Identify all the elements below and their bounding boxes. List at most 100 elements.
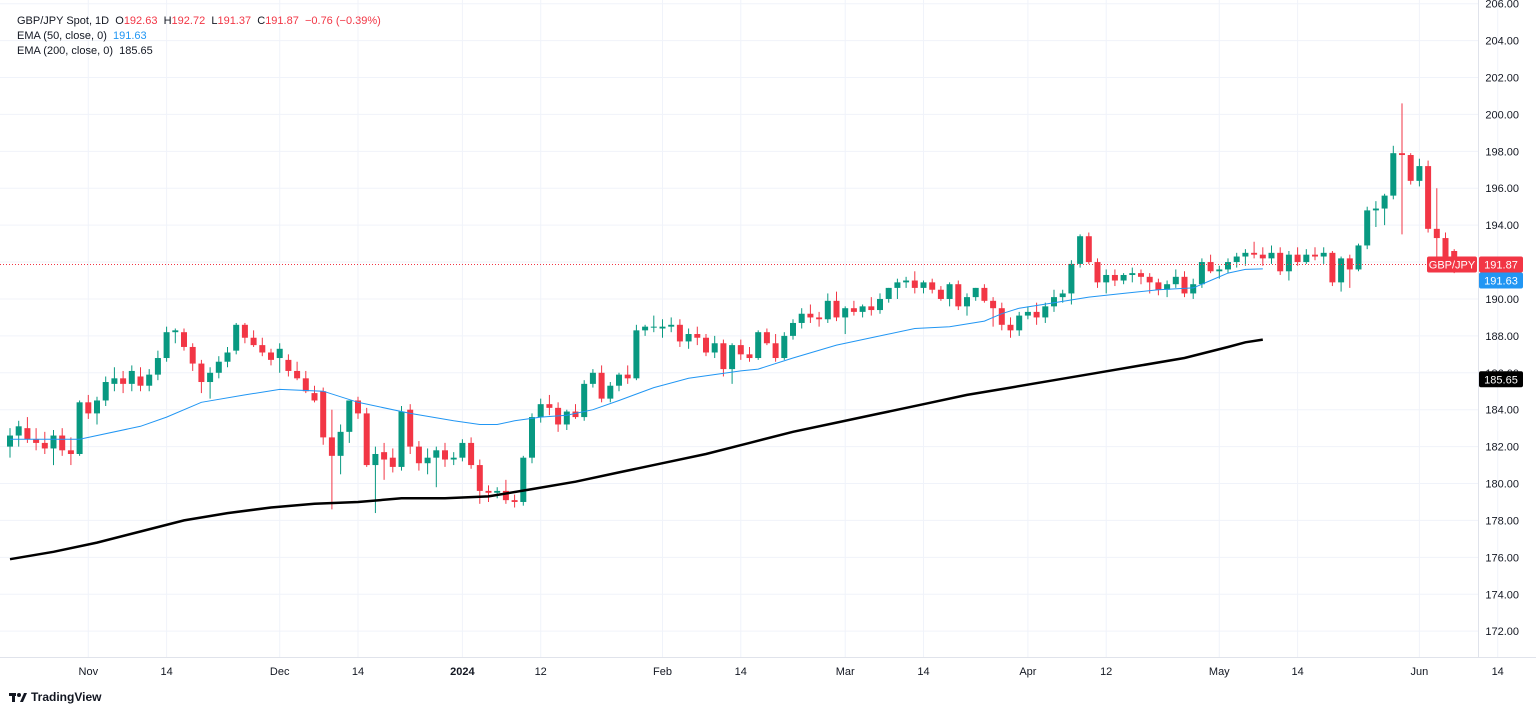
legend-ema200[interactable]: EMA (200, close, 0) 185.65 xyxy=(17,44,381,59)
candle-body xyxy=(1216,269,1223,272)
candle xyxy=(355,396,361,419)
y-tick-label: 178.00 xyxy=(1485,515,1519,527)
candle-body xyxy=(755,332,762,359)
candle xyxy=(859,304,866,318)
candle xyxy=(276,343,283,373)
candle-body xyxy=(842,308,849,318)
y-tick-label: 206.00 xyxy=(1485,0,1519,11)
candle-body xyxy=(1303,254,1310,263)
candle xyxy=(537,398,544,423)
time-axis[interactable]: Nov 14 Dec 14 2024 12 Feb 14 Mar 14 Apr 12 May 14 Jun 1… xyxy=(0,657,1536,679)
candle-body xyxy=(1085,236,1092,263)
candle-body xyxy=(598,372,605,399)
candle xyxy=(1364,206,1371,250)
close-label: C xyxy=(257,15,266,27)
candle xyxy=(920,280,927,294)
candle-body xyxy=(894,282,901,288)
brand-name: TradingView xyxy=(31,690,102,704)
candle xyxy=(1129,267,1136,283)
candle xyxy=(76,400,83,456)
candles xyxy=(7,103,1458,514)
candle-body xyxy=(616,374,622,386)
candle xyxy=(850,300,857,316)
candle xyxy=(389,448,396,473)
candle-body xyxy=(746,354,753,359)
candle-body xyxy=(581,383,588,418)
y-tick-label: 198.00 xyxy=(1485,146,1519,158)
candle xyxy=(676,319,683,347)
candle-body xyxy=(1364,210,1371,246)
candle xyxy=(703,334,709,357)
candle-body xyxy=(563,411,570,425)
candle xyxy=(563,409,570,431)
candle-body xyxy=(1285,254,1292,272)
candle-body xyxy=(224,352,231,362)
candle xyxy=(7,428,13,458)
candle-body xyxy=(381,452,388,460)
candle xyxy=(502,479,509,504)
candle-body xyxy=(920,282,927,288)
candle xyxy=(972,287,979,301)
candle xyxy=(589,369,596,388)
candle-body xyxy=(1129,273,1136,275)
candle xyxy=(1120,273,1127,285)
candle-body xyxy=(903,280,910,283)
candle-body xyxy=(1259,254,1266,259)
ema200-label: EMA (200, close, 0) xyxy=(17,45,113,57)
candle-body xyxy=(1138,273,1144,277)
candle xyxy=(685,328,692,349)
candle-body xyxy=(1390,153,1397,196)
candle-body xyxy=(946,284,953,299)
candle-body xyxy=(546,404,553,408)
candle-body xyxy=(990,300,997,309)
symbol-name[interactable]: GBP/JPY Spot, 1D xyxy=(17,15,110,27)
candle xyxy=(807,304,814,323)
price-label-text: 185.65 xyxy=(1484,374,1518,386)
candle-body xyxy=(163,332,170,359)
x-tick-label: 14 xyxy=(1492,666,1504,678)
candle-body xyxy=(1111,274,1118,281)
candle xyxy=(433,446,440,488)
candle-body xyxy=(1120,274,1127,281)
candle-body xyxy=(633,330,640,379)
candle xyxy=(790,319,796,340)
candle-body xyxy=(302,378,309,392)
candle xyxy=(172,328,179,344)
open-label: O xyxy=(115,15,124,27)
legend-ema50[interactable]: EMA (50, close, 0) 191.63 xyxy=(17,29,381,44)
candle-body xyxy=(1338,258,1345,283)
candle xyxy=(729,343,736,384)
candle xyxy=(842,306,849,335)
candle xyxy=(529,413,535,464)
candle-body xyxy=(868,306,875,311)
candle-body xyxy=(476,465,483,491)
candle xyxy=(1338,256,1345,292)
candle xyxy=(1268,245,1275,264)
candle xyxy=(555,402,562,432)
candle xyxy=(755,330,762,360)
change-value: −0.76 (−0.39%) xyxy=(304,15,381,27)
candle-body xyxy=(346,400,353,432)
candle xyxy=(1251,241,1258,259)
candle-body xyxy=(937,289,944,299)
candle xyxy=(146,369,153,392)
candle xyxy=(633,324,640,381)
candle-body xyxy=(424,457,431,464)
price-label: 185.65 xyxy=(1479,371,1523,388)
tradingview-logo[interactable]: TradingView xyxy=(9,690,101,704)
price-axis[interactable]: 206.00 204.00 202.00 200.00 198.00 196.00 194.… xyxy=(1478,0,1520,657)
y-tick-label: 196.00 xyxy=(1485,183,1519,195)
candle xyxy=(320,387,327,445)
candle xyxy=(1155,278,1162,296)
candle-body xyxy=(1164,284,1171,290)
candle-body xyxy=(877,298,883,311)
candle xyxy=(624,365,631,384)
candle xyxy=(1320,247,1327,264)
candle xyxy=(546,394,553,416)
candle xyxy=(207,367,214,399)
y-tick-label: 194.00 xyxy=(1485,220,1519,232)
candle xyxy=(1225,258,1231,274)
high-label: H xyxy=(163,15,172,27)
x-tick-label: 12 xyxy=(1100,666,1112,678)
